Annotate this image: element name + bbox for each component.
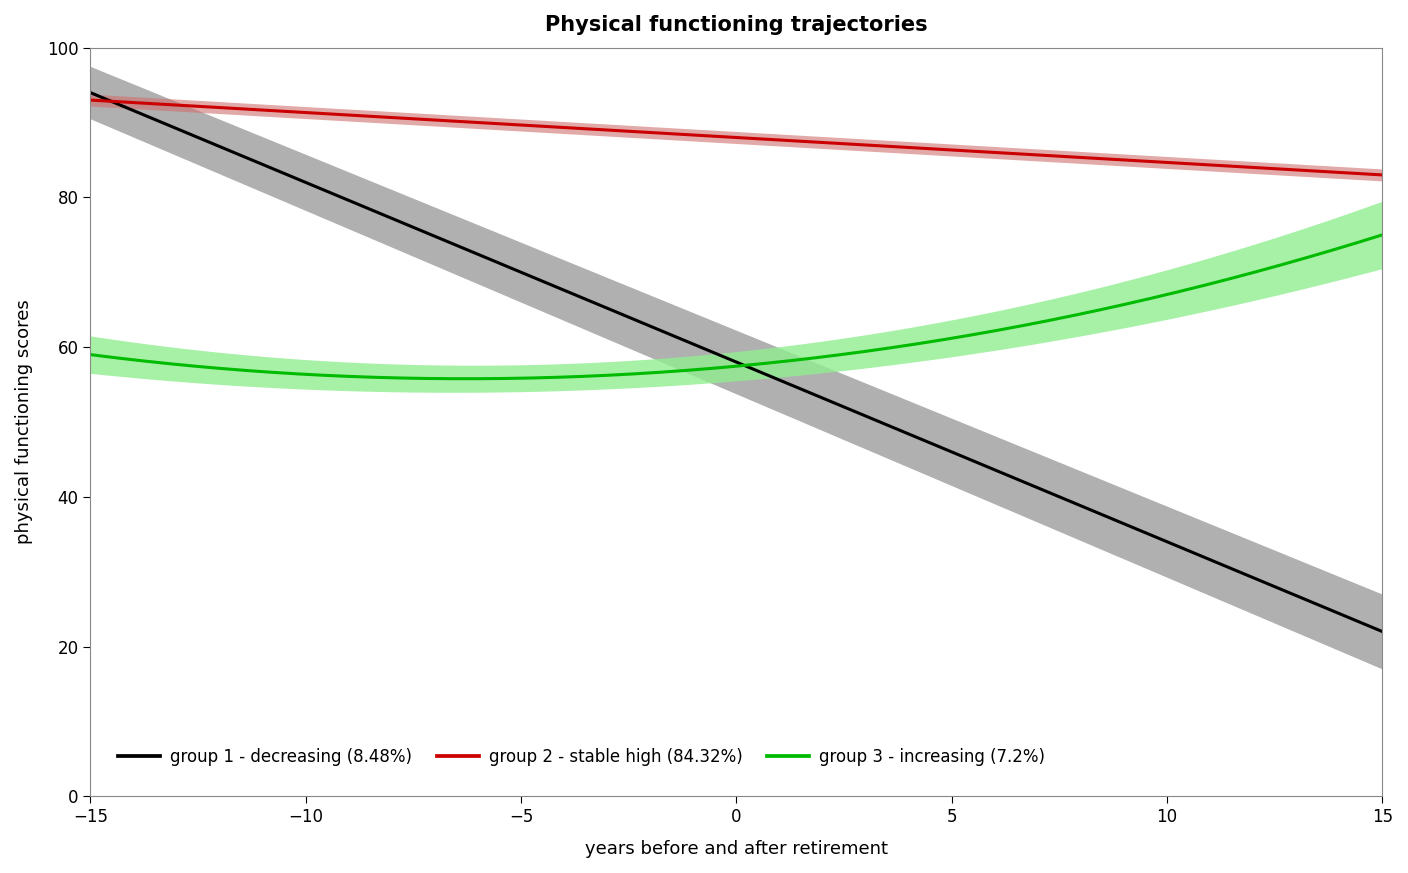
Y-axis label: physical functioning scores: physical functioning scores (15, 299, 32, 545)
Legend: group 1 - decreasing (8.48%), group 2 - stable high (84.32%), group 3 - increasi: group 1 - decreasing (8.48%), group 2 - … (111, 742, 1052, 773)
X-axis label: years before and after retirement: years before and after retirement (584, 840, 888, 858)
Title: Physical functioning trajectories: Physical functioning trajectories (545, 15, 928, 35)
